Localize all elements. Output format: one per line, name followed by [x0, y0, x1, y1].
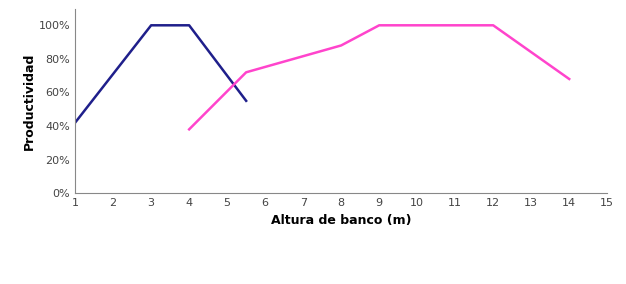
- X-axis label: Altura de banco (m): Altura de banco (m): [271, 214, 411, 227]
- Y-axis label: Productividad: Productividad: [23, 52, 36, 149]
- Excavadora: [147, 24, 155, 27]
- Pala Hidraúlica: [185, 128, 193, 131]
- Pala Hidraúlica: [490, 24, 497, 27]
- Line: Pala Hidraúlica: Pala Hidraúlica: [189, 25, 569, 129]
- Pala Hidraúlica: [376, 24, 383, 27]
- Pala Hidraúlica: [242, 71, 250, 74]
- Excavadora: [185, 24, 193, 27]
- Pala Hidraúlica: [337, 44, 345, 47]
- Pala Hidraúlica: [565, 77, 573, 81]
- Excavadora: [242, 99, 250, 103]
- Pala Hidraúlica: [451, 24, 459, 27]
- Pala Hidraúlica: [413, 24, 421, 27]
- Line: Excavadora: Excavadora: [75, 25, 246, 123]
- Excavadora: [71, 121, 79, 124]
- Legend: Excavadora, Pala Hidraúlica: Excavadora, Pala Hidraúlica: [198, 283, 485, 284]
